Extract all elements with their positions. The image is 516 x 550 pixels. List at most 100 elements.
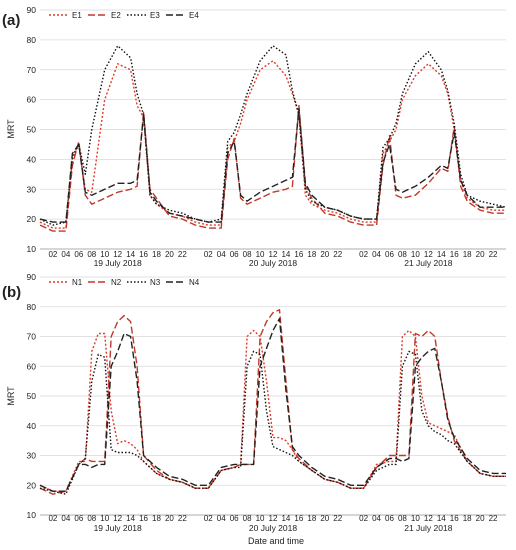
x-tick-label: 04 (61, 250, 70, 259)
x-tick-label: 18 (307, 250, 316, 259)
x-tick-label: 18 (307, 514, 316, 523)
y-tick-label: 30 (27, 184, 37, 194)
panel-b-legend: N1 N2 N3 N4 (49, 278, 200, 287)
y-tick-label: 40 (27, 154, 37, 164)
y-tick-label: 70 (27, 65, 37, 75)
x-tick-label: 16 (139, 514, 148, 523)
x-tick-label: 16 (450, 514, 459, 523)
x-tick-label: 04 (217, 250, 226, 259)
x-tick-label: 14 (126, 250, 135, 259)
x-tick-label: 12 (269, 514, 278, 523)
x-tick-label: 08 (243, 250, 252, 259)
legend-label-e4: E4 (189, 11, 199, 20)
panel-b-label: (b) (2, 284, 21, 301)
x-tick-label: 22 (178, 250, 187, 259)
y-tick-label: 10 (27, 244, 37, 254)
x-tick-label: 06 (74, 250, 83, 259)
x-tick-label: 02 (359, 514, 368, 523)
x-axis-title: Date and time (248, 536, 304, 546)
date-label: 20 July 2018 (249, 258, 297, 268)
x-tick-label: 06 (230, 514, 239, 523)
legend-label-e2: E2 (111, 11, 121, 20)
x-tick-label: 16 (294, 514, 303, 523)
x-tick-label: 14 (437, 514, 446, 523)
date-label: 19 July 2018 (94, 258, 142, 268)
series-line-e3 (39, 45, 507, 226)
series-line-n1 (39, 329, 506, 492)
y-tick-label: 60 (27, 361, 37, 371)
x-tick-label: 08 (243, 514, 252, 523)
y-tick-label: 60 (27, 95, 37, 105)
y-tick-label: 90 (27, 272, 37, 282)
x-tick-label: 06 (74, 514, 83, 523)
x-tick-label: 02 (204, 250, 213, 259)
panel-a-y-ticks: 10 20 30 40 50 60 70 80 90 (27, 5, 37, 254)
series-line-n4 (39, 317, 506, 492)
x-tick-label: 20 (165, 514, 174, 523)
x-tick-label: 18 (463, 514, 472, 523)
x-tick-label: 20 (476, 514, 485, 523)
x-tick-label: 18 (463, 250, 472, 259)
panel-b-y-axis-title: MRT (6, 386, 16, 406)
y-tick-label: 30 (27, 451, 37, 461)
date-label: 21 July 2018 (404, 258, 452, 268)
x-tick-label: 22 (333, 250, 342, 259)
x-tick-label: 04 (372, 514, 381, 523)
x-tick-label: 16 (294, 250, 303, 259)
legend-label-n2: N2 (111, 278, 122, 287)
x-tick-label: 20 (165, 250, 174, 259)
y-tick-label: 10 (27, 510, 37, 520)
x-tick-label: 08 (398, 250, 407, 259)
series-line-e4 (39, 107, 506, 223)
x-tick-label: 08 (87, 514, 96, 523)
legend-label-e3: E3 (150, 11, 160, 20)
legend-label-e1: E1 (72, 11, 82, 20)
date-label: 19 July 2018 (94, 523, 142, 533)
x-tick-label: 02 (48, 514, 57, 523)
x-tick-label: 20 (320, 514, 329, 523)
panel-a-gridlines (40, 9, 506, 250)
legend-label-n3: N3 (150, 278, 161, 287)
panel-a-series-lines (39, 45, 507, 232)
y-tick-label: 40 (27, 421, 37, 431)
x-tick-label: 04 (217, 514, 226, 523)
x-tick-label: 06 (385, 250, 394, 259)
x-tick-label: 14 (281, 250, 290, 259)
x-tick-label: 12 (424, 514, 433, 523)
x-tick-label: 14 (437, 250, 446, 259)
panel-a-legend: E1 E2 E3 E4 (49, 11, 199, 20)
x-tick-label: 22 (333, 514, 342, 523)
panel-a-x-ticks: 02 04 06 08 10 12 14 16 18 20 22 02 04 06 08 10 12 14 16 18… (48, 250, 498, 268)
y-tick-label: 50 (27, 125, 37, 135)
x-tick-label: 02 (204, 514, 213, 523)
x-tick-label: 08 (398, 514, 407, 523)
x-tick-label: 10 (100, 250, 109, 259)
x-tick-label: 22 (489, 250, 498, 259)
x-tick-label: 10 (256, 250, 265, 259)
legend-label-n4: N4 (189, 278, 200, 287)
y-tick-label: 50 (27, 391, 37, 401)
panel-a-y-axis-title: MRT (6, 119, 16, 139)
series-line-e1 (39, 60, 506, 229)
x-tick-label: 14 (126, 514, 135, 523)
x-tick-label: 06 (385, 514, 394, 523)
legend-label-n1: N1 (72, 278, 83, 287)
x-tick-label: 10 (411, 514, 420, 523)
x-tick-label: 06 (230, 250, 239, 259)
x-tick-label: 16 (139, 250, 148, 259)
x-tick-label: 10 (256, 514, 265, 523)
panel-b-series-lines (39, 309, 506, 495)
x-tick-label: 10 (100, 514, 109, 523)
x-tick-label: 22 (489, 514, 498, 523)
x-tick-label: 04 (61, 514, 70, 523)
x-tick-label: 04 (372, 250, 381, 259)
panel-a-legend-bg (48, 12, 96, 22)
y-tick-label: 80 (27, 35, 37, 45)
panel-b-x-ticks: 02 04 06 08 10 12 14 16 18 20 22 02 04 06 08 10 12 14 16 18… (48, 514, 498, 533)
x-tick-label: 20 (476, 250, 485, 259)
x-tick-label: 02 (359, 250, 368, 259)
x-tick-label: 16 (450, 250, 459, 259)
